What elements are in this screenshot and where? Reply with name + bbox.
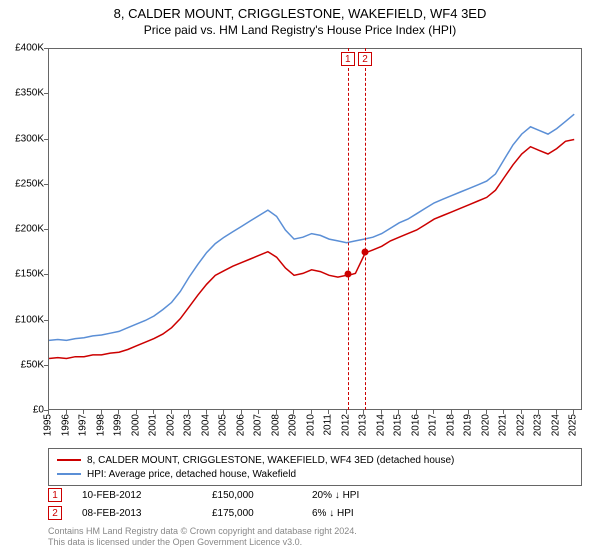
x-tick-label: 1995 (43, 414, 54, 436)
chart-plot-area (48, 48, 582, 410)
sale-marker-badge: 1 (341, 52, 355, 66)
x-tick-label: 2025 (568, 414, 579, 436)
legend-swatch (57, 459, 81, 461)
chart-title-block: 8, CALDER MOUNT, CRIGGLESTONE, WAKEFIELD… (0, 0, 600, 37)
chart-lines (49, 49, 583, 411)
x-tick-label: 2000 (130, 414, 141, 436)
sales-row-pct: 6% ↓ HPI (312, 508, 382, 519)
x-tick-label: 2019 (463, 414, 474, 436)
x-tick-label: 2001 (148, 414, 159, 436)
y-tick-label: £250K (0, 178, 44, 189)
legend-label: HPI: Average price, detached house, Wake… (87, 469, 296, 480)
series-line (49, 114, 574, 340)
sale-marker-dot (362, 248, 369, 255)
x-tick-label: 2015 (393, 414, 404, 436)
x-tick-label: 2014 (375, 414, 386, 436)
sales-row-date: 10-FEB-2012 (82, 490, 192, 501)
y-tick-label: £100K (0, 314, 44, 325)
sales-row-price: £150,000 (212, 490, 292, 501)
x-tick-label: 2010 (305, 414, 316, 436)
x-tick-label: 2006 (235, 414, 246, 436)
x-tick-label: 2024 (550, 414, 561, 436)
y-tick-label: £400K (0, 43, 44, 54)
footer-line-2: This data is licensed under the Open Gov… (48, 537, 582, 548)
x-tick-label: 2022 (515, 414, 526, 436)
sales-row-date: 08-FEB-2013 (82, 508, 192, 519)
sales-table-row: 2 08-FEB-2013 £175,000 6% ↓ HPI (48, 504, 582, 522)
y-tick-label: £150K (0, 269, 44, 280)
x-tick-label: 2005 (218, 414, 229, 436)
chart-subtitle: Price paid vs. HM Land Registry's House … (0, 23, 600, 37)
y-tick-label: £0 (0, 405, 44, 416)
x-tick-label: 1998 (95, 414, 106, 436)
y-tick-label: £300K (0, 133, 44, 144)
legend-row: 8, CALDER MOUNT, CRIGGLESTONE, WAKEFIELD… (57, 453, 573, 467)
x-tick-label: 2004 (200, 414, 211, 436)
sale-marker-line (348, 48, 349, 410)
legend-row: HPI: Average price, detached house, Wake… (57, 467, 573, 481)
legend: 8, CALDER MOUNT, CRIGGLESTONE, WAKEFIELD… (48, 448, 582, 486)
legend-label: 8, CALDER MOUNT, CRIGGLESTONE, WAKEFIELD… (87, 455, 454, 466)
footer-attribution: Contains HM Land Registry data © Crown c… (48, 526, 582, 549)
sale-marker-dot (344, 271, 351, 278)
x-tick-label: 1996 (60, 414, 71, 436)
x-tick-label: 2018 (445, 414, 456, 436)
x-tick-label: 2016 (410, 414, 421, 436)
x-tick-label: 2011 (323, 414, 334, 436)
x-tick-label: 2008 (270, 414, 281, 436)
x-tick-label: 2007 (253, 414, 264, 436)
sales-table: 1 10-FEB-2012 £150,000 20% ↓ HPI 2 08-FEB-201… (48, 486, 582, 522)
x-tick-label: 2003 (183, 414, 194, 436)
chart-title: 8, CALDER MOUNT, CRIGGLESTONE, WAKEFIELD… (0, 6, 600, 21)
x-tick-label: 2023 (533, 414, 544, 436)
sale-marker-line (365, 48, 366, 410)
y-tick-label: £200K (0, 224, 44, 235)
sales-row-price: £175,000 (212, 508, 292, 519)
sales-row-badge: 2 (48, 506, 62, 520)
x-tick-label: 1997 (78, 414, 89, 436)
sales-table-row: 1 10-FEB-2012 £150,000 20% ↓ HPI (48, 486, 582, 504)
x-tick-label: 2017 (428, 414, 439, 436)
x-tick-label: 2002 (165, 414, 176, 436)
x-tick-label: 2009 (288, 414, 299, 436)
sale-marker-badge: 2 (358, 52, 372, 66)
footer-line-1: Contains HM Land Registry data © Crown c… (48, 526, 582, 537)
x-tick-label: 2020 (480, 414, 491, 436)
y-tick-label: £350K (0, 88, 44, 99)
legend-swatch (57, 473, 81, 475)
y-tick-label: £50K (0, 359, 44, 370)
x-tick-label: 2013 (358, 414, 369, 436)
sales-row-badge: 1 (48, 488, 62, 502)
series-line (49, 140, 574, 359)
x-tick-label: 2021 (498, 414, 509, 436)
sales-row-pct: 20% ↓ HPI (312, 490, 382, 501)
x-tick-label: 1999 (113, 414, 124, 436)
x-tick-label: 2012 (340, 414, 351, 436)
